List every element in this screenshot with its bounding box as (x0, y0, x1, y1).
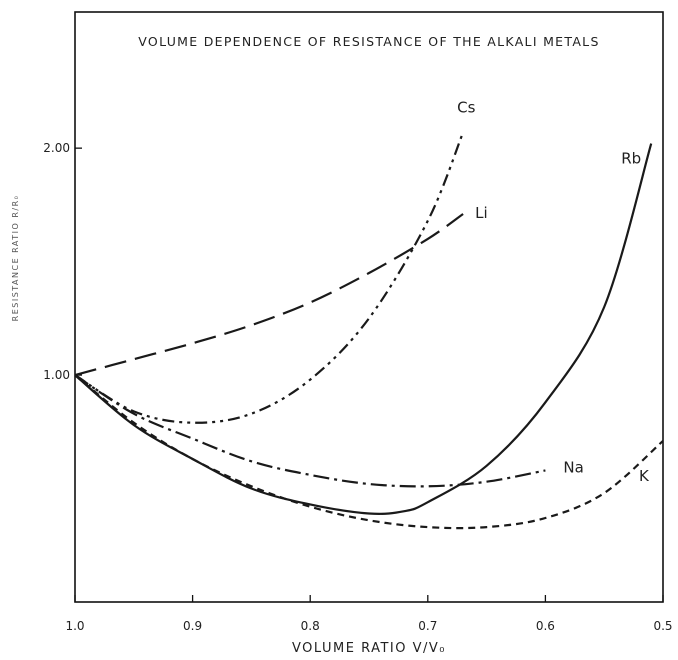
y-axis-label: RESISTANCE RATIO R/R₀ (11, 195, 20, 322)
series-line-na (74, 374, 546, 488)
y-tick-label-2-00: 2.00 (43, 141, 70, 155)
series-labels: Cs Li Rb Na K (457, 98, 650, 485)
x-tick-label-0-5: 0.5 (653, 619, 672, 633)
series-label-k: K (639, 467, 650, 485)
plot-frame (74, 11, 664, 603)
series-label-cs: Cs (457, 98, 475, 116)
x-ticks: 1.0 0.9 0.8 0.7 0.6 0.5 (65, 595, 673, 633)
series-label-rb: Rb (621, 150, 641, 168)
series-label-li: Li (475, 204, 488, 222)
x-tick-label-0-8: 0.8 (301, 619, 320, 633)
x-tick-label-0-7: 0.7 (418, 619, 437, 633)
chart-title: VOLUME DEPENDENCE OF RESISTANCE OF THE A… (138, 34, 599, 49)
series-lines (74, 131, 664, 530)
series-line-rb (74, 143, 653, 515)
series-line-cs (74, 131, 465, 424)
series-label-na: Na (563, 458, 583, 476)
series-line-li (74, 213, 464, 377)
x-tick-label-0-6: 0.6 (536, 619, 555, 633)
x-tick-label-1-0: 1.0 (65, 619, 84, 633)
y-tick-label-1-00: 1.00 (43, 368, 70, 382)
y-ticks: 1.00 2.00 (43, 141, 82, 382)
x-axis-label: VOLUME RATIO V/V₀ (292, 641, 446, 656)
x-tick-label-0-9: 0.9 (183, 619, 202, 633)
series-line-k (74, 374, 664, 530)
